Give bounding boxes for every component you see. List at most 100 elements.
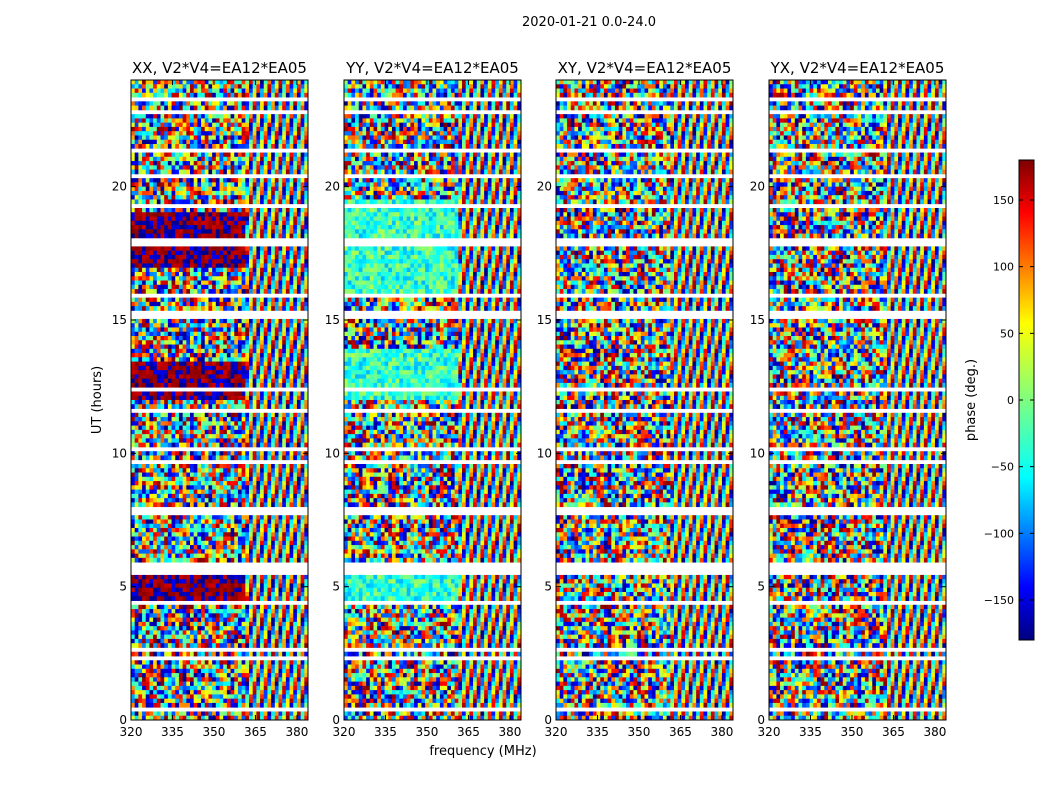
heatmap-cell [252,156,257,162]
heatmap-cell [274,336,279,341]
heatmap-cell [142,523,147,529]
heatmap-cell [230,382,235,388]
heatmap-cell [134,519,139,525]
heatmap-cell [197,481,202,486]
heatmap-cell [249,442,254,448]
heatmap-cell [256,451,261,456]
heatmap-cell [142,331,147,337]
heatmap-cell [274,519,279,525]
heatmap-cell [215,378,220,384]
heatmap-cell [131,284,136,290]
heatmap-cell [300,280,305,286]
heatmap-cell [267,481,272,486]
heatmap-cell [212,485,217,490]
heatmap-cell [138,156,143,162]
heatmap-cell [245,156,250,162]
heatmap-cell [226,574,231,580]
heatmap-cell [156,395,161,401]
heatmap-cell [153,199,158,205]
heatmap-cell [282,250,287,256]
heatmap-cell [300,190,305,196]
heatmap-cell [131,229,136,234]
heatmap-cell [241,549,246,554]
heatmap-cell [182,498,187,503]
heatmap-cell [131,301,136,307]
heatmap-cell [149,254,154,260]
heatmap-cell [267,301,272,307]
heatmap-cell [156,297,161,303]
heatmap-cell [208,186,213,192]
heatmap-cell [153,412,158,418]
heatmap-cell [285,118,290,124]
heatmap-cell [245,523,250,529]
heatmap-cell [190,131,195,136]
heatmap-cell [282,442,287,448]
heatmap-cell [153,80,158,85]
heatmap-cell [149,135,154,141]
heatmap-cell [164,169,169,175]
heatmap-cell [167,515,172,520]
heatmap-cell [249,80,254,85]
heatmap-cell [175,92,180,98]
heatmap-cell [267,88,272,94]
heatmap-cell [230,259,235,264]
heatmap-cell [208,118,213,124]
heatmap-cell [223,246,228,252]
heatmap-cell [230,331,235,337]
heatmap-cell [219,400,224,405]
heatmap-cell [167,382,172,388]
heatmap-cell [175,161,180,166]
heatmap-cell [263,434,268,439]
heatmap-cell [182,233,187,239]
heatmap-cell [145,156,150,162]
heatmap-cell [131,425,136,431]
heatmap-cell [289,122,294,128]
heatmap-cell [142,348,147,354]
heatmap-cell [249,259,254,264]
heatmap-cell [260,515,265,520]
heatmap-cell [263,267,268,273]
heatmap-cell [190,532,195,537]
heatmap-cell [278,318,283,324]
heatmap-cell [245,225,250,230]
heatmap-cell [293,135,298,141]
heatmap-cell [156,579,161,584]
heatmap-cell [267,122,272,128]
heatmap-cell [131,336,136,341]
heatmap-cell [267,336,272,341]
heatmap-cell [249,336,254,341]
heatmap-cell [215,80,220,85]
heatmap-cell [182,246,187,252]
heatmap-cell [304,212,309,217]
heatmap-cell [156,101,161,106]
heatmap-cell [219,297,224,303]
heatmap-cell [249,284,254,290]
heatmap-cell [274,455,279,461]
heatmap-cell [134,195,139,200]
heatmap-cell [204,131,209,136]
heatmap-cell [145,186,150,192]
heatmap-cell [212,105,217,111]
heatmap-cell [193,276,198,281]
heatmap-cell [208,276,213,281]
heatmap-cell [186,545,191,550]
heatmap-cell [145,489,150,495]
heatmap-cell [219,574,224,580]
heatmap-cell [212,579,217,584]
heatmap-cell [249,549,254,554]
heatmap-cell [131,523,136,529]
heatmap-cell [285,233,290,239]
heatmap-cell [234,553,239,559]
heatmap-cell [164,391,169,397]
heatmap-cell [223,481,228,486]
heatmap-cell [138,519,143,525]
heatmap-cell [142,412,147,418]
heatmap-cell [164,276,169,281]
heatmap-cell [230,336,235,341]
heatmap-cell [153,139,158,145]
heatmap-cell [145,412,150,418]
heatmap-cell [230,374,235,380]
heatmap-cell [182,532,187,537]
heatmap-cell [223,297,228,303]
heatmap-cell [260,528,265,533]
